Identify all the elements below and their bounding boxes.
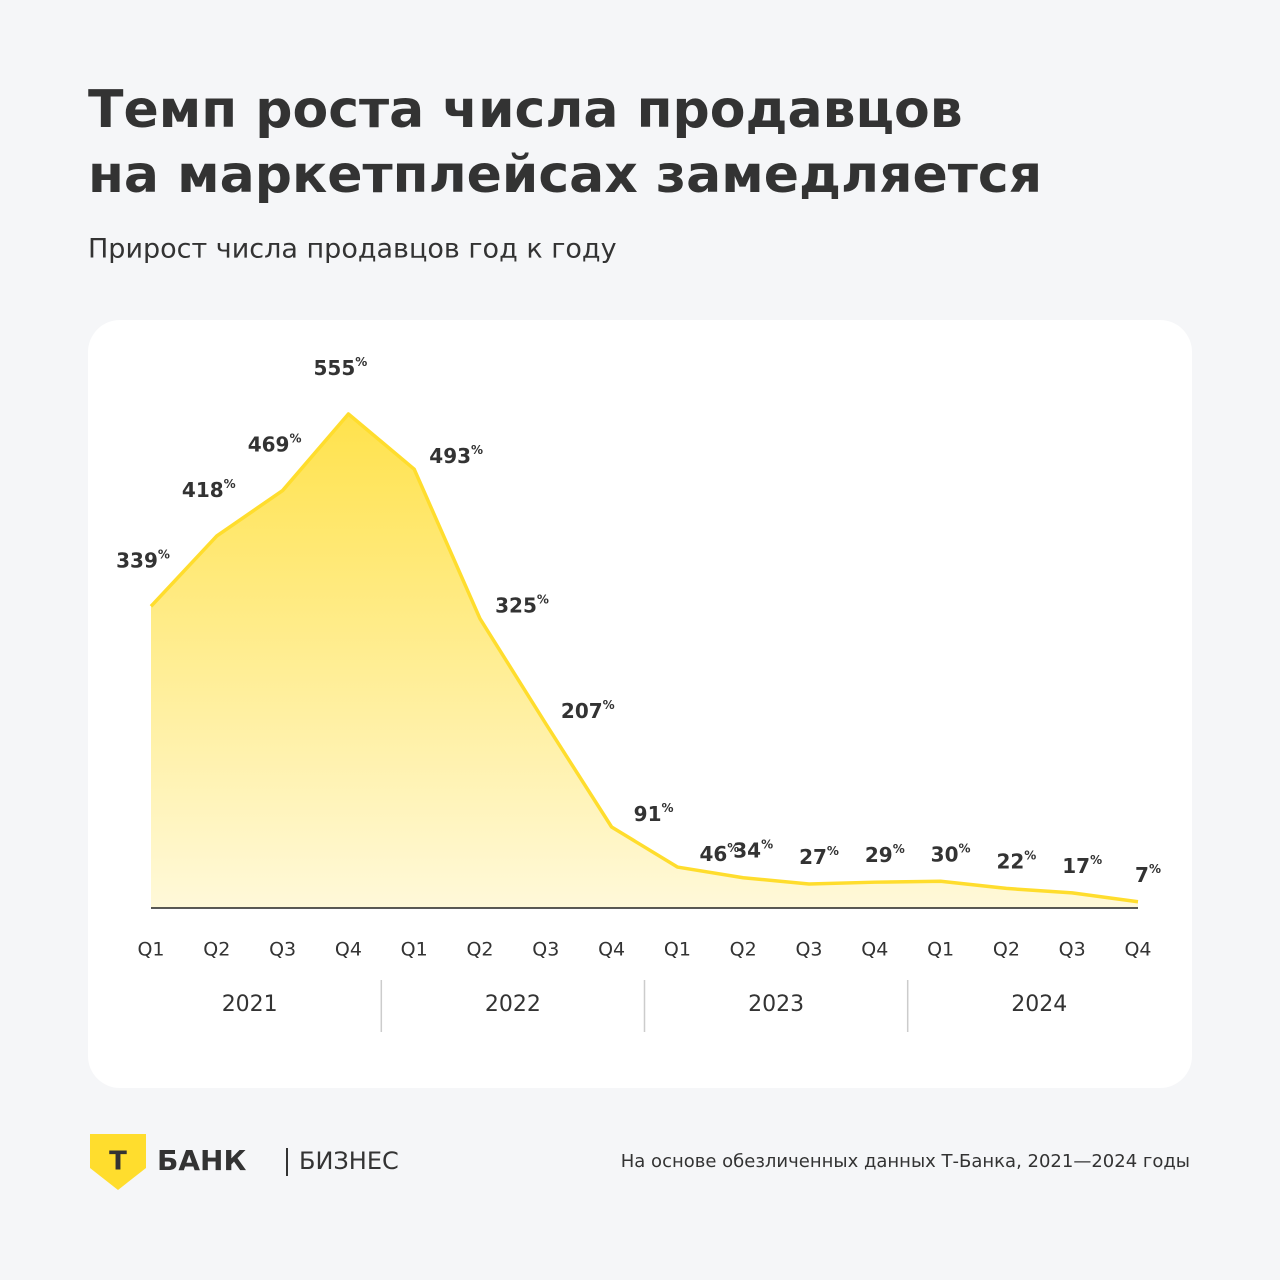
x-tick-label: Q1 — [927, 939, 954, 961]
title: Темп роста числа продавцов — [88, 80, 963, 140]
data-label: 469% — [248, 431, 302, 456]
subtitle: Прирост числа продавцов год к году — [88, 234, 617, 265]
data-label: 34% — [733, 837, 773, 862]
data-label: 30% — [931, 841, 971, 866]
data-label: 325% — [495, 592, 549, 617]
product: БИЗНЕС — [299, 1147, 399, 1175]
x-tick-label: Q2 — [466, 939, 493, 961]
group-label: 2022 — [485, 992, 541, 1017]
data-label: 555% — [314, 355, 368, 380]
x-tick-label: Q4 — [335, 939, 362, 961]
x-tick-label: Q2 — [203, 939, 230, 961]
x-tick-label: Q3 — [1059, 939, 1086, 961]
data-label: 418% — [182, 476, 236, 501]
x-tick-label: Q1 — [401, 939, 428, 961]
source-note: На основе обезличенных данных Т-Банка, 2… — [621, 1151, 1190, 1172]
x-tick-label: Q4 — [861, 939, 888, 961]
x-tick-label: Q3 — [269, 939, 296, 961]
group-label: 2023 — [748, 992, 804, 1017]
logo — [90, 1134, 146, 1190]
title: на маркетплейсах замедляется — [88, 145, 1042, 205]
x-tick-label: Q4 — [598, 939, 625, 961]
data-label: 207% — [561, 697, 615, 722]
x-tick-label: Q4 — [1124, 939, 1151, 961]
data-label: 7% — [1135, 861, 1161, 886]
x-tick-label: Q3 — [795, 939, 822, 961]
area — [151, 414, 1138, 908]
logo-letter: Т — [109, 1147, 127, 1177]
x-tick-label: Q1 — [664, 939, 691, 961]
brand: БАНК — [157, 1144, 246, 1177]
data-label: 27% — [799, 843, 839, 868]
group-label: 2021 — [222, 992, 278, 1017]
x-tick-label: Q2 — [993, 939, 1020, 961]
plot: 339% 418% 469% 555% 493% 325% 207% 91% 46%34% 27%… — [116, 355, 1161, 1032]
group-label: 2024 — [1011, 992, 1067, 1017]
line — [149, 412, 1139, 904]
x-tick-label: Q1 — [137, 939, 164, 961]
x-tick-label: Q3 — [532, 939, 559, 961]
data-label: 17% — [1062, 852, 1102, 877]
data-label: 22% — [996, 848, 1036, 873]
data-label: 29% — [865, 842, 905, 867]
data-label: 46% — [699, 841, 739, 866]
data-label: 91% — [634, 801, 674, 826]
x-tick-label: Q2 — [730, 939, 757, 961]
data-label: 493% — [429, 443, 483, 468]
data-label: 339% — [116, 547, 170, 572]
